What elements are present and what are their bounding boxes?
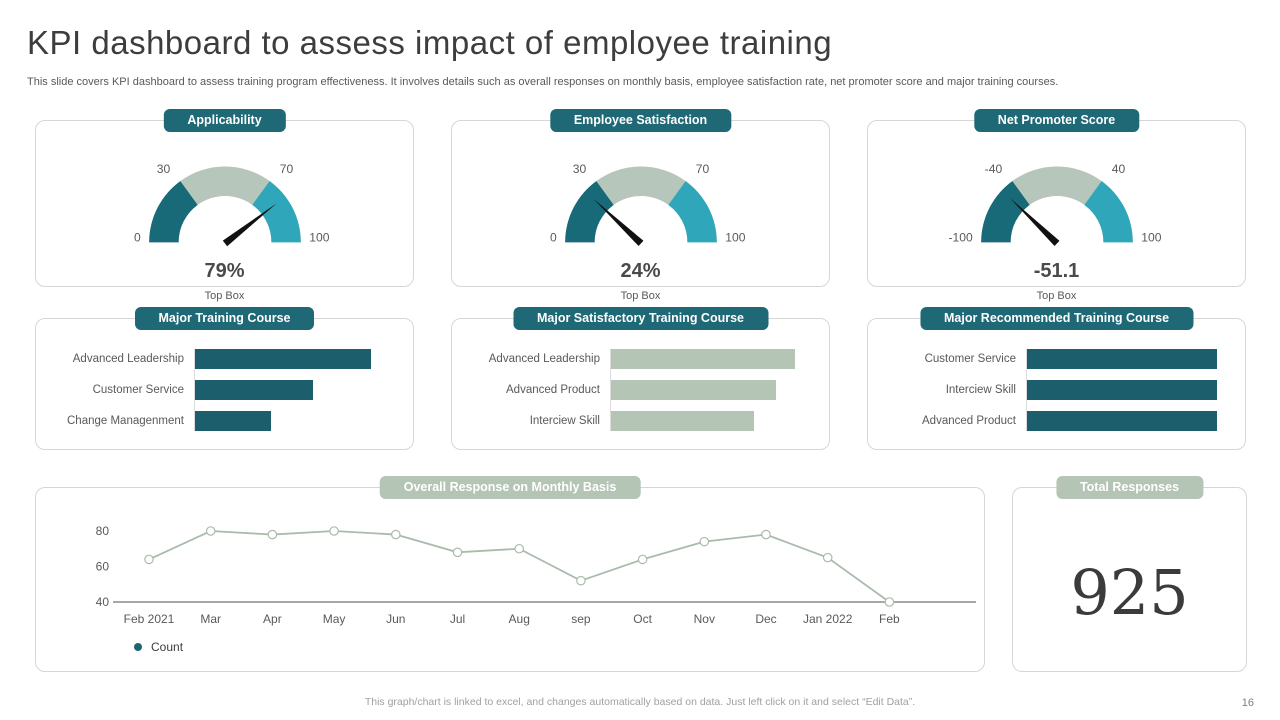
bar-chart[interactable]: Advanced Leadership Customer Service Cha… [36, 319, 413, 431]
card-title-badge: Total Responses [1055, 476, 1204, 499]
svg-text:Oct: Oct [633, 612, 652, 626]
total-responses-card: Total Responses 925 [1012, 476, 1247, 672]
bar [611, 349, 796, 369]
bar-card-major-satisfactory-training-course: Major Satisfactory Training Course Advan… [451, 307, 830, 450]
svg-text:80: 80 [96, 524, 110, 538]
card-title-badge: Major Training Course [134, 307, 315, 330]
gauge-tick-low: 30 [156, 162, 170, 176]
bar-card-major-recommended-training-course: Major Recommended Training Course Custom… [867, 307, 1246, 450]
gauge-tick-max: 100 [1141, 230, 1161, 244]
bar-plot-area [1026, 349, 1223, 431]
bar [1027, 349, 1218, 369]
svg-text:Nov: Nov [694, 612, 715, 626]
page-subtitle: This slide covers KPI dashboard to asses… [27, 76, 1059, 88]
svg-text:60: 60 [96, 560, 110, 574]
bar-label: Advanced Leadership [72, 353, 184, 365]
employee-satisfaction-gauge-chart[interactable]: 0 30 70 100 [525, 137, 757, 255]
bar-category-labels: Customer Service Interciew Skill Advance… [874, 349, 1026, 431]
svg-text:Apr: Apr [263, 612, 282, 626]
gauge-tick-min: 0 [133, 230, 140, 244]
svg-text:Jun: Jun [386, 612, 405, 626]
gauge-tick-high: 70 [695, 162, 709, 176]
bar-label: Interciew Skill [945, 384, 1016, 396]
bar-label: Customer Service [92, 384, 184, 396]
legend-label: Count [151, 640, 184, 654]
bar-chart[interactable]: Customer Service Interciew Skill Advance… [868, 319, 1245, 431]
bar [195, 349, 372, 369]
gauge-value: 24% [620, 260, 661, 282]
bar-category-labels: Advanced Leadership Customer Service Cha… [42, 349, 194, 431]
gauge-needle [592, 198, 643, 247]
bar-plot-area [194, 349, 391, 431]
svg-text:Jan 2022: Jan 2022 [803, 612, 853, 626]
gauge-tick-high: 40 [1111, 162, 1125, 176]
net-promoter-score-gauge-chart[interactable]: -100 -40 40 100 [941, 137, 1173, 255]
gauge-value: 79% [204, 260, 245, 282]
card-title-badge: Applicability [163, 109, 286, 132]
applicability-gauge-chart[interactable]: 0 30 70 100 [109, 137, 341, 255]
bar-chart[interactable]: Advanced Leadership Advanced Product Int… [452, 319, 829, 431]
svg-text:Mar: Mar [200, 612, 221, 626]
gauge-tick-low: 30 [572, 162, 586, 176]
bar-label: Customer Service [924, 353, 1016, 365]
svg-text:Feb: Feb [879, 612, 900, 626]
gauge-needle [222, 203, 277, 247]
bar-label: Change Managenment [67, 415, 184, 427]
gauge-tick-min: -100 [948, 230, 973, 244]
monthly-response-line-chart[interactable]: 80 60 40 Feb 2021 Mar Apr May Jun Jul Aug sep Oct No… [36, 488, 986, 638]
svg-text:May: May [323, 612, 346, 626]
bar [611, 380, 776, 400]
gauge-tick-max: 100 [309, 230, 329, 244]
gauge-tick-max: 100 [725, 230, 745, 244]
bar-category-labels: Advanced Leadership Advanced Product Int… [458, 349, 610, 431]
gauge-card-employee-satisfaction: Employee Satisfaction 0 30 70 100 24% To… [451, 109, 830, 302]
gauge-caption: Top Box [1036, 290, 1077, 302]
gauge-tick-low: -40 [984, 162, 1002, 176]
card-title-badge: Net Promoter Score [973, 109, 1140, 132]
svg-text:40: 40 [96, 595, 110, 609]
total-responses-value: 925 [1070, 556, 1189, 629]
svg-text:Aug: Aug [509, 612, 530, 626]
gauge-caption: Top Box [204, 290, 245, 302]
bar [1027, 411, 1218, 431]
svg-text:Jul: Jul [450, 612, 465, 626]
bar-label: Advanced Product [922, 415, 1016, 427]
gauge-needle [1009, 198, 1059, 246]
gauge-caption: Top Box [620, 290, 661, 302]
bar-label: Advanced Leadership [488, 353, 600, 365]
svg-text:Feb 2021: Feb 2021 [124, 612, 175, 626]
legend-marker-icon [134, 643, 142, 651]
card-title-badge: Employee Satisfaction [549, 109, 732, 132]
bar-card-major-training-course: Major Training Course Advanced Leadershi… [35, 307, 414, 450]
bar [195, 411, 272, 431]
chart-legend: Count [134, 640, 183, 654]
bar-label: Interciew Skill [529, 415, 600, 427]
bar [1027, 380, 1218, 400]
line-chart-card-overall-response: Overall Response on Monthly Basis 80 60 40… [35, 476, 986, 672]
page-number: 16 [1241, 697, 1254, 709]
bar-label: Advanced Product [506, 384, 600, 396]
footer-note: This graph/chart is linked to excel, and… [364, 696, 916, 708]
bar [611, 411, 755, 431]
bar-plot-area [610, 349, 807, 431]
gauge-card-net-promoter-score: Net Promoter Score -100 -40 40 100 -51.1… [867, 109, 1246, 302]
gauge-card-applicability: Applicability 0 30 70 100 79% Top Box [35, 109, 414, 302]
svg-text:sep: sep [571, 612, 591, 626]
card-title-badge: Major Satisfactory Training Course [513, 307, 768, 330]
card-title-badge: Overall Response on Monthly Basis [379, 476, 641, 499]
gauge-value: -51.1 [1033, 260, 1080, 282]
card-title-badge: Major Recommended Training Course [919, 307, 1194, 330]
gauge-tick-high: 70 [279, 162, 293, 176]
svg-text:Dec: Dec [755, 612, 776, 626]
page-title: KPI dashboard to assess impact of employ… [27, 24, 833, 61]
bar [195, 380, 313, 400]
gauge-tick-min: 0 [549, 230, 556, 244]
